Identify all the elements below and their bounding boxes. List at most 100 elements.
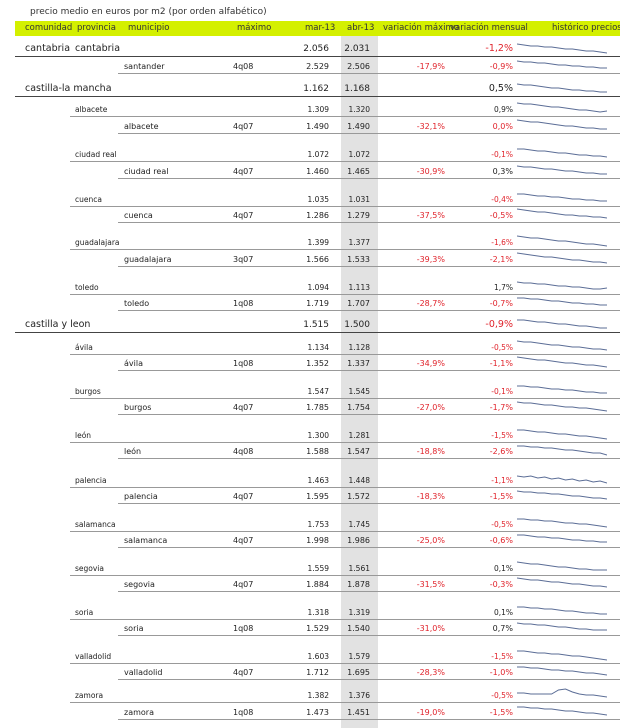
row-divider [15,56,620,57]
municipio-name: segovia [124,580,155,589]
header-municipio[interactable]: municipio [128,23,170,33]
municipio-row: palencia 4q07 1.595 1.572 -18,3% -1,5% [0,487,620,503]
sparkline-trend [517,490,607,500]
municipio-name: burgos [124,403,152,412]
mar13-cell: 1.094 [307,283,329,292]
header-comunidad[interactable]: comunidad [25,23,73,33]
provincia-name: león [75,431,92,440]
municipio-name: zamora [124,708,154,717]
provincia-row: salamanca 1.753 1.745 -0,5% [0,515,620,531]
historico-sparkline [517,43,607,54]
row-divider [15,332,620,333]
abr13-cell: 1.490 [347,122,370,131]
variacion-mensual-cell: -1,0% [489,668,513,677]
variacion-mensual-cell: -1,6% [491,238,513,247]
row-divider [70,619,620,620]
mar13-cell: 1.134 [307,343,329,352]
row-divider [118,414,620,415]
row-divider [70,354,620,355]
sparkline-trend [517,534,607,543]
sparkline-trend [517,102,607,113]
sparkline-trend [517,60,607,69]
historico-sparkline [517,235,607,247]
municipio-row: santander 4q08 2.529 2.506 -17,9% -0,9% [0,57,620,73]
sparkline-trend [517,475,607,484]
provincia-row: segovia 1.559 1.561 0,1% [0,559,620,575]
variacion-maximo-cell: -18,8% [416,447,445,456]
mar13-cell: 1.286 [306,211,329,220]
variacion-maximo-cell: -32,1% [416,122,445,131]
provincia-name: burgos [75,387,101,396]
variacion-maximo-cell: -25,0% [416,536,445,545]
sparkline-trend [517,148,607,158]
municipio-name: guadalajara [124,255,172,264]
header-variacion-maximo[interactable]: variación máximo [383,23,459,33]
comunidad-row: castilla-la mancha 1.162 1.168 0,5% [0,80,620,96]
sparkline-trend [517,518,607,528]
sparkline-trend [517,666,607,676]
abr13-cell: 1.465 [347,167,370,176]
provincia-name: toledo [75,283,99,292]
maximo-cell: 1q08 [233,624,254,633]
sparkline-trend [517,83,607,93]
row-divider [118,133,620,134]
row-divider [70,294,620,295]
row-divider [70,575,620,576]
variacion-mensual-cell: -0,9% [489,62,513,71]
abr13-cell: 1.579 [348,652,370,661]
historico-sparkline [517,561,607,571]
variacion-mensual-cell: -0,1% [491,150,513,159]
municipio-name: soria [124,624,144,633]
maximo-cell: 4q07 [233,668,254,677]
variacion-mensual-cell: -1,2% [485,43,513,54]
header-variacion-mensual[interactable]: variación mensual [450,23,528,33]
abr13-cell: 1.533 [347,255,370,264]
abr13-cell: 1.707 [347,299,370,308]
header-provincia[interactable]: provincia [77,23,116,33]
mar13-cell: 1.712 [306,668,329,677]
historico-sparkline [517,429,607,440]
provincia-name: zamora [75,691,104,700]
header-maximo[interactable]: máximo [237,23,272,33]
historico-sparkline [517,208,607,219]
mar13-cell: 1.382 [307,691,329,700]
mar13-cell: 2.529 [306,62,329,71]
variacion-mensual-cell: -1,5% [491,431,513,440]
abr13-cell: 1.320 [348,105,370,114]
mar13-cell: 1.588 [306,447,329,456]
table-caption: precio medio en euros por m2 (por orden … [30,7,267,17]
abr13-cell: 1.031 [348,195,370,204]
row-divider [15,96,620,97]
municipio-row: león 4q08 1.588 1.547 -18,8% -2,6% [0,442,620,458]
provincia-name: ávila [75,343,93,352]
sparkline-trend [517,622,607,631]
provincia-name: valladolid [75,652,112,661]
header-historico-precios[interactable]: histórico precios [552,23,620,33]
variacion-maximo-cell: -28,3% [416,668,445,677]
variacion-maximo-cell: -39,3% [416,255,445,264]
historico-sparkline [517,119,607,130]
variacion-maximo-cell: -30,9% [416,167,445,176]
historico-sparkline [517,385,607,394]
header-mar13[interactable]: mar-13 [305,23,336,33]
variacion-maximo-cell: -19,0% [416,708,445,717]
header-abr13[interactable]: abr-13 [347,23,375,33]
provincia-row: toledo 1.094 1.113 1,7% [0,278,620,294]
variacion-mensual-cell: 0,1% [493,608,513,617]
provincia-name: guadalajara [75,238,120,247]
municipio-name: ávila [124,359,143,368]
variacion-maximo-cell: -31,0% [416,624,445,633]
abr13-cell: 1.113 [348,283,370,292]
historico-sparkline [517,319,607,329]
row-divider [70,249,620,250]
variacion-maximo-cell: -37,5% [416,211,445,220]
municipio-name: santander [124,62,165,71]
row-divider [70,531,620,532]
sparkline-trend [517,706,607,716]
row-divider [118,370,620,371]
abr13-cell: 2.506 [347,62,370,71]
variacion-mensual-cell: 0,3% [492,167,513,176]
maximo-cell: 1q08 [233,708,254,717]
variacion-maximo-cell: -28,7% [416,299,445,308]
mar13-cell: 2.056 [303,44,329,54]
